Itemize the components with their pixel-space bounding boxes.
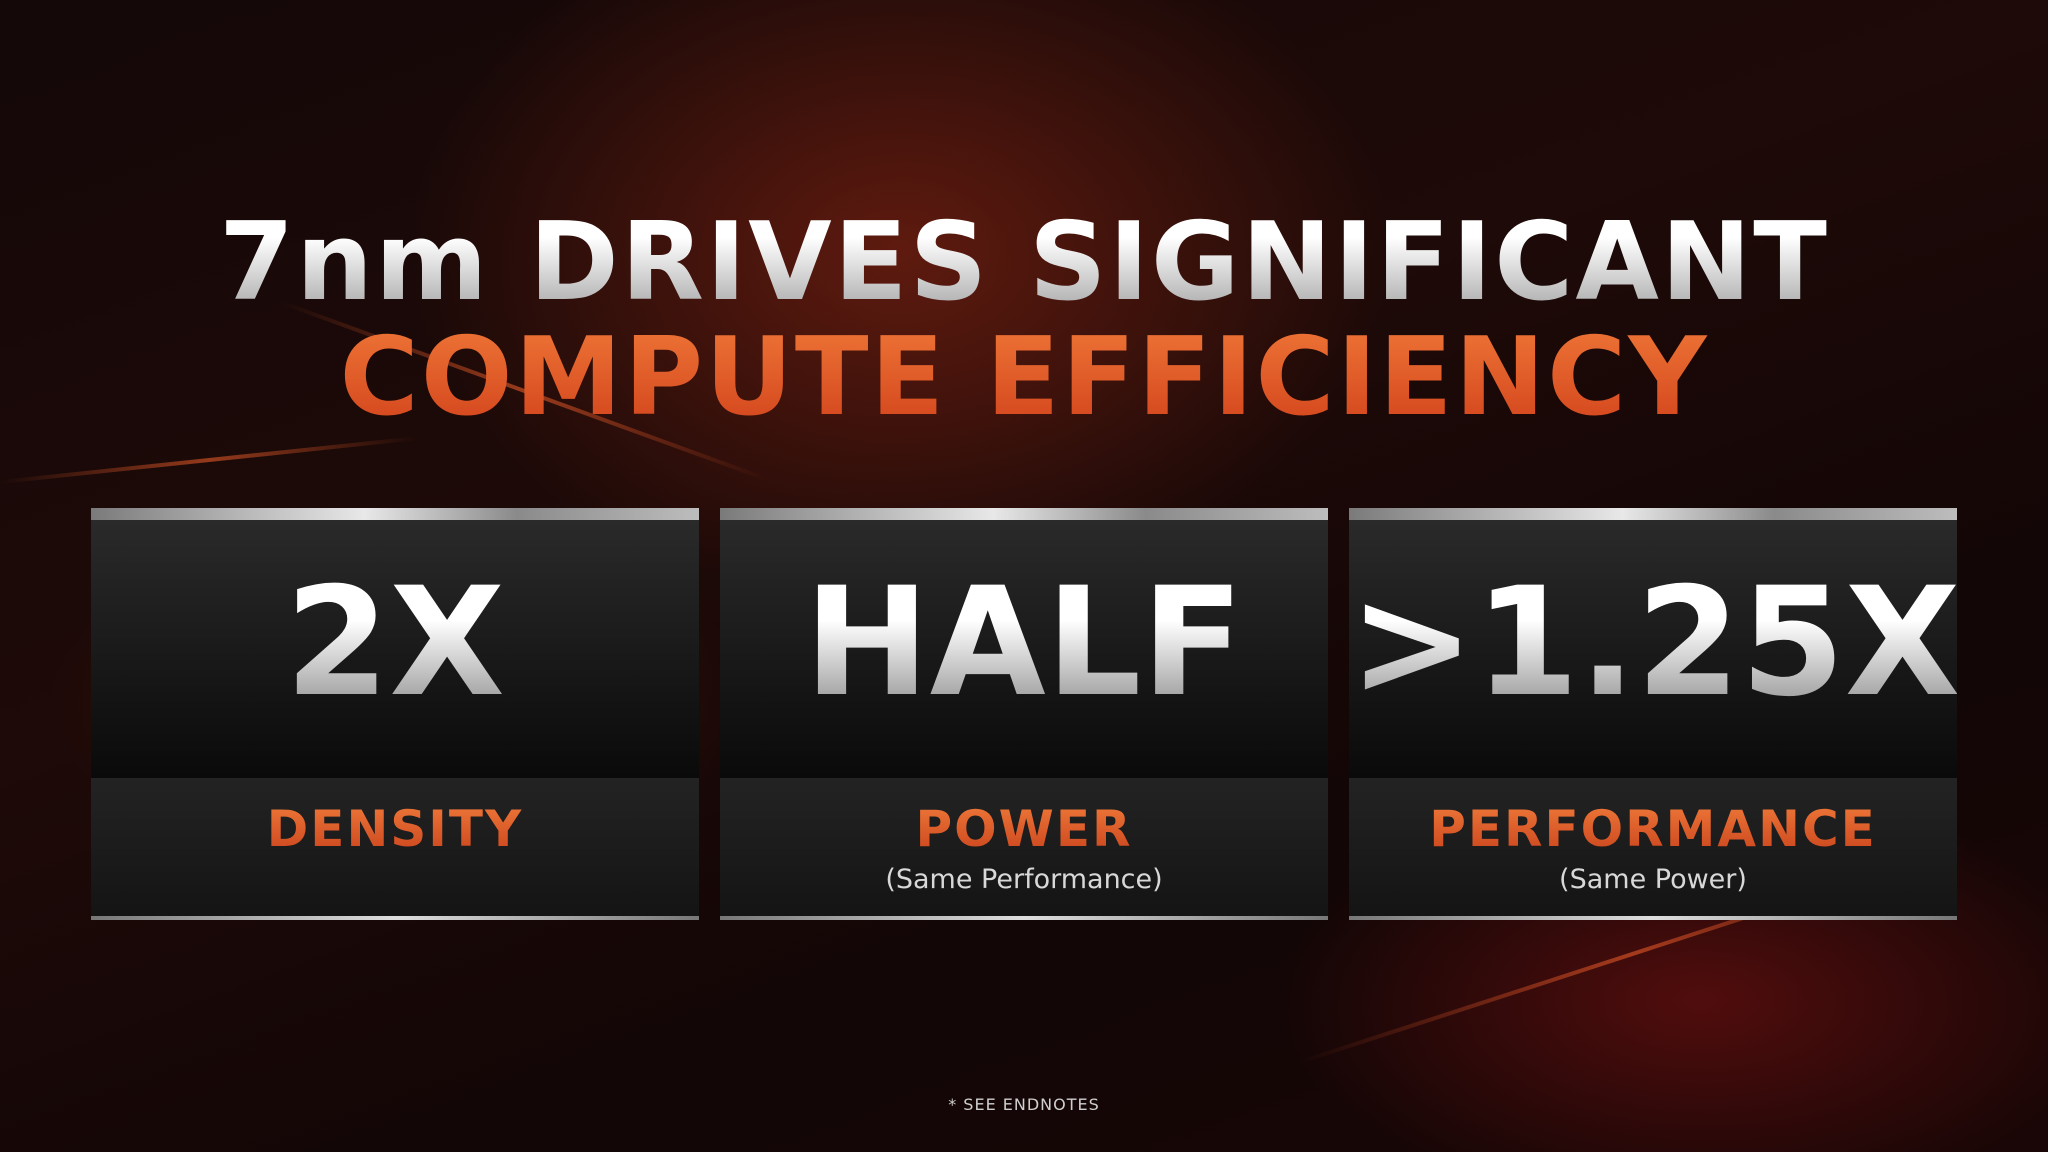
card-note: (Same Performance) (885, 864, 1163, 895)
stat-card: HALF POWER (Same Performance) (720, 508, 1328, 920)
card-upper (91, 520, 699, 778)
card-base-line (720, 916, 1328, 920)
card-upper (1349, 520, 1957, 778)
title-line2: COMPUTE EFFICIENCY (0, 315, 2048, 440)
card-lower (1349, 778, 1957, 916)
card-top-bar (720, 508, 1328, 520)
card-value: 2X (91, 568, 699, 718)
card-lower (91, 778, 699, 916)
card-label: PERFORMANCE (1349, 800, 1957, 858)
card-note: (Same Power) (1559, 864, 1747, 895)
card-base-line (1349, 916, 1957, 920)
card-value: >1.25X (1349, 556, 1961, 730)
card-label: POWER (720, 800, 1328, 858)
card-top-bar (91, 508, 699, 520)
card-upper (720, 520, 1328, 778)
footnote: * SEE ENDNOTES (948, 1095, 1100, 1114)
title-line1: 7nm DRIVES SIGNIFICANT (0, 200, 2048, 325)
stat-card: 2X DENSITY (91, 508, 699, 920)
decor-streak (0, 436, 418, 484)
card-lower (720, 778, 1328, 916)
card-value: HALF (720, 568, 1328, 718)
card-base-line (91, 916, 699, 920)
card-label: DENSITY (91, 800, 699, 858)
card-top-bar (1349, 508, 1957, 520)
stat-card: >1.25X PERFORMANCE (Same Power) (1349, 508, 1961, 920)
